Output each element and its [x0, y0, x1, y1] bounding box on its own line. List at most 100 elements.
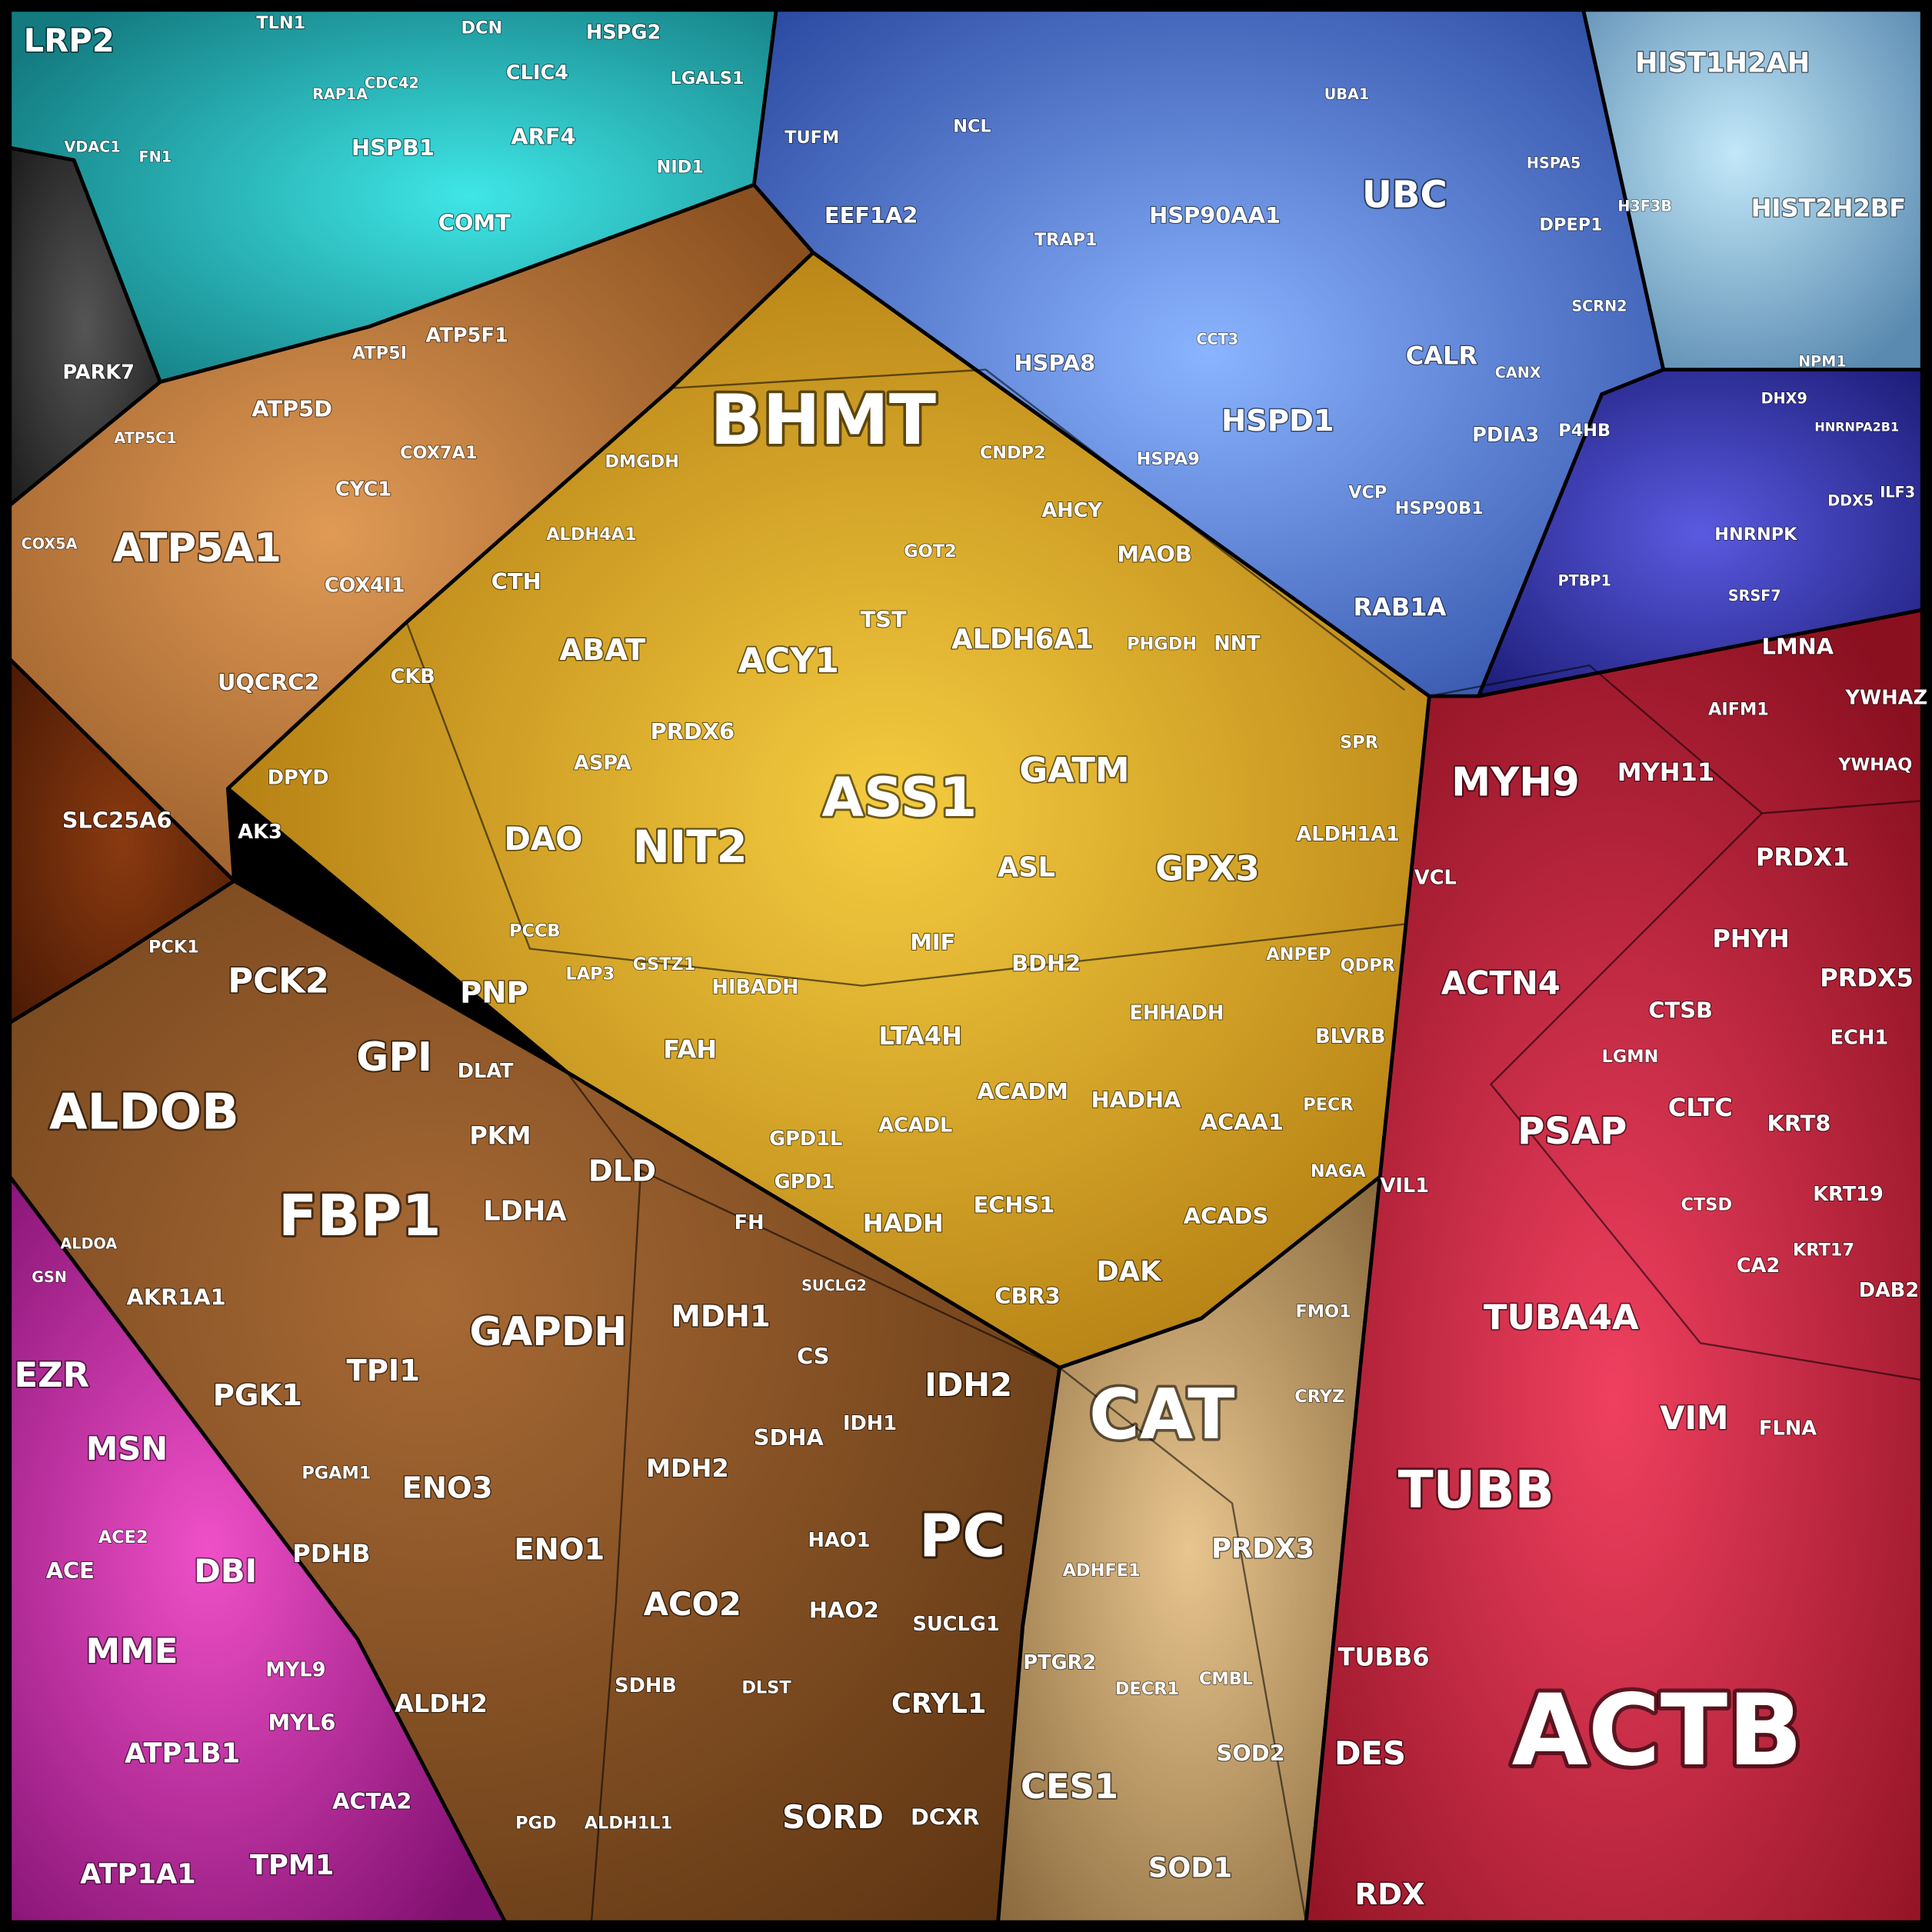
region-magenta: [8, 1174, 508, 1924]
cell-label: EZR: [14, 1354, 89, 1395]
cell-label: GATM: [1019, 749, 1129, 790]
cell-label: CES1: [1021, 1766, 1118, 1807]
cell-label: CTH: [491, 568, 541, 595]
cell-label: SRSF7: [1728, 587, 1781, 605]
sub-boundary: [405, 621, 1405, 987]
cell-label: KRT8: [1767, 1111, 1830, 1137]
cell-label: MYL6: [268, 1709, 336, 1735]
cell-label: MIF: [910, 929, 955, 955]
cell-label: FBP1: [278, 1184, 441, 1249]
cell-label: RAB1A: [1353, 592, 1446, 621]
cell-label: COMT: [438, 210, 511, 236]
cell-label: LGALS1: [671, 68, 744, 88]
cell-label: FAH: [663, 1035, 717, 1064]
cell-label: NIT2: [633, 821, 748, 873]
cell-label: HSPD1: [1221, 404, 1334, 438]
cell-label: KRT17: [1793, 1241, 1854, 1261]
cell-label: MAOB: [1117, 541, 1191, 568]
cell-label: COX7A1: [400, 443, 478, 463]
cell-label: CKB: [391, 665, 435, 688]
cell-label: VIM: [1660, 1399, 1728, 1437]
cell-label: CANX: [1495, 364, 1541, 381]
cell-label: CS: [797, 1343, 829, 1369]
cell-label: GOT2: [904, 541, 956, 561]
cell-label: DECR1: [1115, 1679, 1179, 1699]
cell-label: TUBB: [1398, 1460, 1554, 1520]
cell-label: CYC1: [335, 478, 391, 501]
region-sky: [1581, 8, 1924, 372]
cell-label: LMNA: [1762, 634, 1834, 660]
cell-label: ATP1B1: [125, 1737, 240, 1769]
cell-label: CLTC: [1668, 1093, 1733, 1122]
cell-label: GPI: [356, 1034, 432, 1081]
cell-label: HSPA5: [1527, 155, 1581, 172]
cell-label: SOD2: [1216, 1740, 1284, 1766]
cell-label: SDHB: [615, 1674, 677, 1697]
sub-boundary: [671, 368, 1406, 691]
cell-label: MDH2: [646, 1454, 729, 1483]
cell-label: SOD1: [1148, 1852, 1232, 1884]
cell-label: PGD: [515, 1814, 556, 1834]
cell-label: RAP1A: [312, 85, 368, 103]
cell-label: CALR: [1406, 341, 1478, 371]
cell-label: CTSB: [1648, 997, 1713, 1023]
cell-label: ALDH2: [395, 1689, 488, 1718]
cell-label: HSPG2: [586, 21, 661, 44]
cell-label: DCXR: [911, 1804, 980, 1830]
cell-label: CCT3: [1196, 331, 1238, 348]
cell-label: ANPEP: [1266, 944, 1331, 964]
cell-label: GPX3: [1155, 848, 1259, 889]
cell-label: YWHAQ: [1837, 754, 1912, 774]
cell-label: GPD1: [774, 1171, 835, 1194]
cell-label: HSPA8: [1014, 350, 1095, 376]
cell-label: CRYZ: [1294, 1387, 1344, 1407]
cell-label: TUBA4A: [1484, 1297, 1639, 1337]
sub-boundary: [233, 880, 1061, 1369]
cell-label: ABAT: [559, 633, 646, 668]
cell-label: PCCB: [509, 921, 560, 941]
cell-label: H3F3B: [1617, 198, 1672, 215]
cell-label: PCK2: [228, 960, 329, 1001]
cell-label: ATP5C1: [114, 429, 176, 447]
cell-label: TUFM: [784, 128, 839, 148]
cell-label: FN1: [139, 148, 172, 166]
cell-label: DLST: [741, 1677, 791, 1697]
cell-label: PKM: [469, 1121, 531, 1151]
cell-label: MDH1: [671, 1300, 771, 1334]
cell-label: PTBP1: [1558, 572, 1611, 590]
cell-label: UQCRC2: [218, 669, 320, 695]
cell-label: PARK7: [62, 361, 135, 384]
cell-label: HIST1H2AH: [1635, 47, 1810, 78]
cell-label: PHYH: [1712, 924, 1789, 953]
cell-label: LGMN: [1602, 1047, 1659, 1067]
cell-label: HAO1: [808, 1529, 871, 1552]
cell-label: ATP5F1: [426, 324, 508, 347]
cell-label: PRDX6: [651, 718, 735, 744]
cell-label: QDPR: [1341, 956, 1395, 976]
cell-label: DLAT: [458, 1060, 514, 1083]
cell-label: ASL: [998, 851, 1055, 883]
cell-label: LAP3: [566, 964, 615, 984]
cell-label: HADH: [863, 1208, 944, 1237]
cell-label: ACADL: [878, 1114, 952, 1137]
cell-label: DBI: [194, 1552, 257, 1590]
cell-label: DCN: [461, 18, 502, 38]
cell-label: SCRN2: [1571, 297, 1627, 315]
cell-label: AK3: [238, 821, 282, 844]
cell-label: GSN: [32, 1268, 67, 1286]
cell-label: DPEP1: [1539, 215, 1602, 235]
sub-boundary: [590, 1170, 642, 1923]
cell-label: CBR3: [994, 1283, 1060, 1309]
cell-label: ASPA: [574, 751, 631, 774]
cell-label: ACTB: [1512, 1674, 1803, 1788]
cell-label: EEF1A2: [824, 202, 918, 228]
cell-label: DAO: [504, 820, 582, 858]
cell-label: AIFM1: [1708, 699, 1769, 719]
cell-label: AHCY: [1041, 499, 1102, 522]
cell-label: CA2: [1737, 1254, 1780, 1277]
cell-label: ACO2: [644, 1585, 741, 1623]
cell-label: SLC25A6: [62, 808, 172, 834]
cell-label: HAO2: [809, 1597, 879, 1623]
cell-label: IDH1: [843, 1412, 897, 1435]
cell-label: ECHS1: [974, 1191, 1055, 1217]
